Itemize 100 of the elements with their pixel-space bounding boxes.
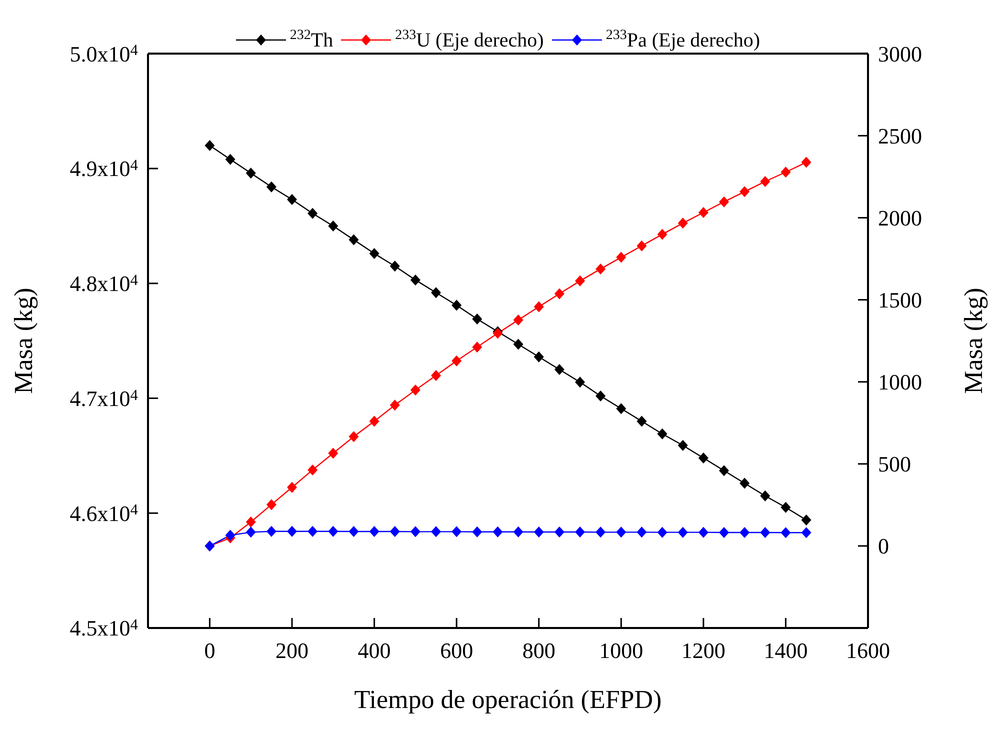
x-tick-label: 600 xyxy=(440,638,474,663)
point xyxy=(678,218,688,229)
point xyxy=(308,464,318,476)
point xyxy=(287,194,297,206)
y2-tick-label: 500 xyxy=(878,452,911,477)
point xyxy=(472,526,482,538)
y-tick-label: 4.9x10$^{4}$ xyxy=(70,156,138,182)
point xyxy=(369,526,380,538)
y2-tick-label: 1000 xyxy=(878,370,922,395)
point xyxy=(410,274,420,286)
y-tick-label: 4.8x10$^{4}$ xyxy=(70,271,138,296)
point xyxy=(534,526,544,538)
point xyxy=(760,490,770,502)
point xyxy=(472,314,482,325)
legend-label: $^{233}$U (Eje derecho) xyxy=(395,28,544,52)
x-tick-label: 800 xyxy=(522,638,556,663)
point xyxy=(657,428,668,440)
point xyxy=(348,234,359,246)
point xyxy=(328,448,338,459)
point xyxy=(554,364,564,376)
point xyxy=(575,526,585,538)
point xyxy=(431,370,441,381)
point xyxy=(636,240,647,252)
point xyxy=(328,220,338,232)
point xyxy=(780,502,791,513)
y2-tick-label: 3000 xyxy=(878,41,922,66)
point xyxy=(740,186,750,198)
point xyxy=(390,260,400,272)
point xyxy=(801,156,812,168)
point xyxy=(575,275,585,286)
point xyxy=(678,440,688,451)
point xyxy=(266,499,276,510)
y2-axis-title: Masa (kg) xyxy=(959,288,988,394)
point xyxy=(266,181,276,192)
y-tick-label: 4.6x10$^{4}$ xyxy=(70,500,138,526)
point xyxy=(287,482,297,493)
point xyxy=(246,526,256,538)
x-tick-label: 400 xyxy=(358,638,391,663)
point xyxy=(246,516,256,528)
x-tick-label: 0 xyxy=(204,638,216,663)
point xyxy=(534,351,544,362)
point xyxy=(698,452,708,464)
x-axis-title: Tiempo de operación (EFPD) xyxy=(354,685,662,714)
x-tick-label: 1000 xyxy=(599,638,644,663)
point xyxy=(636,416,647,427)
point xyxy=(575,376,585,388)
point xyxy=(657,526,668,538)
point xyxy=(225,530,236,541)
point xyxy=(348,431,359,442)
point xyxy=(616,526,626,538)
point xyxy=(431,287,441,298)
point xyxy=(472,342,482,353)
point xyxy=(534,301,544,312)
point xyxy=(348,526,359,538)
point xyxy=(719,526,729,538)
point xyxy=(740,478,750,489)
y-tick-label: 4.5x10$^{4}$ xyxy=(70,616,138,641)
x-tick-label: 1400 xyxy=(764,638,808,663)
point xyxy=(780,166,791,178)
point xyxy=(225,154,236,165)
point xyxy=(554,288,564,300)
point xyxy=(616,403,626,414)
point xyxy=(719,465,729,476)
y2-tick-label: 0 xyxy=(878,534,889,559)
point xyxy=(596,390,606,402)
point xyxy=(740,526,750,538)
point xyxy=(369,416,380,427)
point xyxy=(719,196,729,208)
point xyxy=(390,400,400,411)
y-tick-label: 4.7x10$^{4}$ xyxy=(70,386,138,411)
point xyxy=(698,207,708,218)
point xyxy=(452,355,462,366)
y2-tick-label: 2500 xyxy=(878,123,922,148)
x-tick-label: 1600 xyxy=(846,638,890,663)
point xyxy=(266,526,276,537)
point xyxy=(513,338,524,350)
point xyxy=(616,252,626,263)
point xyxy=(246,168,256,179)
y2-tick-label: 1500 xyxy=(878,288,922,313)
point xyxy=(287,526,297,537)
y2-tick-label: 2000 xyxy=(878,205,922,230)
legend-label: $^{233}$Pa (Eje derecho) xyxy=(606,28,760,52)
point xyxy=(780,527,791,538)
point xyxy=(698,526,708,538)
point xyxy=(596,526,606,538)
point xyxy=(636,526,647,538)
point xyxy=(328,526,338,537)
x-tick-label: 200 xyxy=(276,638,308,663)
y-tick-label: 5.0x10$^{4}$ xyxy=(70,41,138,66)
point xyxy=(596,263,606,274)
point xyxy=(554,526,564,538)
point xyxy=(801,514,812,526)
point xyxy=(431,526,441,538)
point xyxy=(678,526,688,538)
legend-label: $^{232}$Th xyxy=(290,28,334,52)
x-tick-label: 1200 xyxy=(681,638,726,663)
point xyxy=(369,248,380,260)
point xyxy=(760,526,770,538)
point xyxy=(513,526,524,538)
point xyxy=(308,526,318,537)
